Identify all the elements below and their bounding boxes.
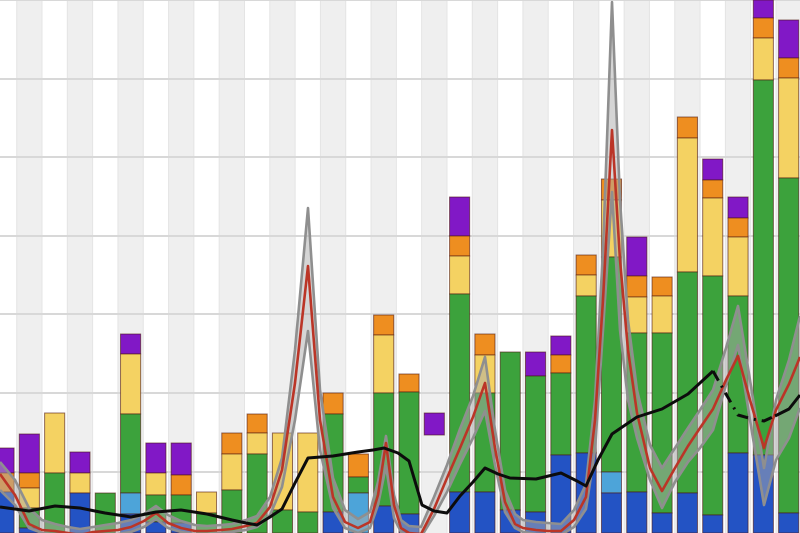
black-line-solid-end	[774, 394, 800, 418]
column-stripe	[421, 0, 447, 533]
bar	[44, 412, 66, 533]
bar-segment-blue	[651, 512, 673, 533]
bar-segment-yellow	[44, 412, 66, 474]
bar	[702, 158, 724, 533]
bar-segment-green	[550, 372, 572, 456]
gray-line-lower	[0, 190, 800, 533]
bar-segment-yellow	[69, 472, 91, 494]
bar-segment-lightblue	[600, 471, 623, 494]
bar	[525, 351, 547, 533]
bar	[778, 19, 800, 533]
bar-segment-purple	[727, 196, 749, 219]
bar-segment-yellow	[221, 453, 243, 491]
bar-segment-purple	[525, 351, 547, 377]
bar-segment-green	[120, 413, 142, 494]
bar-segment-green	[297, 511, 319, 533]
bar-segment-blue	[727, 452, 749, 533]
bar-segment-purple	[120, 333, 142, 355]
bar	[550, 335, 572, 533]
bar-segment-purple	[449, 196, 471, 237]
bar-segment-orange	[702, 179, 724, 199]
bar-segment-orange	[575, 254, 597, 276]
bar-segment-purple	[626, 236, 648, 277]
bar-segment-orange	[474, 333, 496, 356]
bar	[120, 333, 142, 533]
bar-segment-purple	[550, 335, 572, 356]
bar-segment-orange	[727, 217, 749, 238]
bar	[398, 373, 420, 533]
bar-segment-yellow	[246, 432, 268, 455]
bar-segment-orange	[322, 392, 344, 415]
bar-segment-yellow	[727, 236, 749, 297]
bar-segment-lightblue	[120, 492, 142, 515]
bar	[347, 453, 369, 533]
bar-segment-purple	[170, 442, 192, 476]
bar-segment-yellow	[120, 353, 142, 415]
bar-segment-yellow	[145, 472, 167, 496]
bar-segment-orange	[246, 413, 268, 434]
red-line	[0, 128, 800, 533]
bar	[423, 412, 445, 436]
bar-segment-blue	[474, 491, 496, 533]
bar-segment-orange	[18, 472, 40, 489]
bar-segment-yellow	[752, 37, 774, 81]
bar	[69, 451, 91, 533]
bar-segment-orange	[221, 432, 243, 455]
bar-segment-orange	[651, 276, 673, 297]
bar-segment-purple	[702, 158, 724, 181]
bar-segment-yellow	[702, 197, 724, 277]
bar-segment-green	[398, 391, 420, 515]
bar-segment-yellow	[778, 77, 800, 179]
column-stripe	[67, 0, 93, 533]
bar-segment-blue	[69, 492, 91, 533]
bar-segment-yellow	[195, 491, 218, 514]
bar-segment-green	[347, 476, 369, 494]
bar	[297, 432, 319, 533]
bar-segment-blue	[778, 512, 800, 533]
bar-segment-purple	[145, 442, 167, 474]
black-line-solid	[0, 369, 715, 527]
bar-segment-yellow	[651, 295, 673, 334]
bar-segment-purple	[778, 19, 800, 59]
bar-segment-orange	[170, 474, 192, 496]
bar-segment-orange	[778, 57, 800, 79]
bar-segment-green	[525, 375, 547, 513]
bar	[221, 432, 243, 533]
bar-segment-green	[44, 472, 66, 533]
black-line-dashed	[711, 370, 776, 423]
bar-segment-green	[752, 79, 774, 456]
bar-segment-purple	[69, 451, 91, 474]
bar-segment-yellow	[575, 274, 597, 297]
bar-segment-blue	[600, 492, 623, 533]
bar-segment-yellow	[373, 334, 395, 394]
bar-segment-purple	[752, 0, 774, 19]
bar-segment-blue	[676, 492, 698, 533]
bar-segment-yellow	[676, 137, 698, 273]
bar-segment-orange	[373, 314, 395, 336]
bar-segment-orange	[398, 373, 420, 393]
bar-segment-purple	[18, 433, 40, 474]
bar-segment-orange	[752, 17, 774, 39]
bar-segment-orange	[676, 116, 698, 139]
bar-segment-yellow	[449, 255, 471, 295]
bar-segment-orange	[626, 275, 648, 298]
bar-segment-orange	[449, 235, 471, 257]
bar-segment-blue	[626, 491, 648, 533]
bar-segment-blue	[702, 514, 724, 533]
bar-segment-orange	[550, 354, 572, 374]
lines-layer	[0, 128, 800, 533]
bar-segment-purple	[423, 412, 445, 436]
bar-segment-orange	[347, 453, 369, 478]
